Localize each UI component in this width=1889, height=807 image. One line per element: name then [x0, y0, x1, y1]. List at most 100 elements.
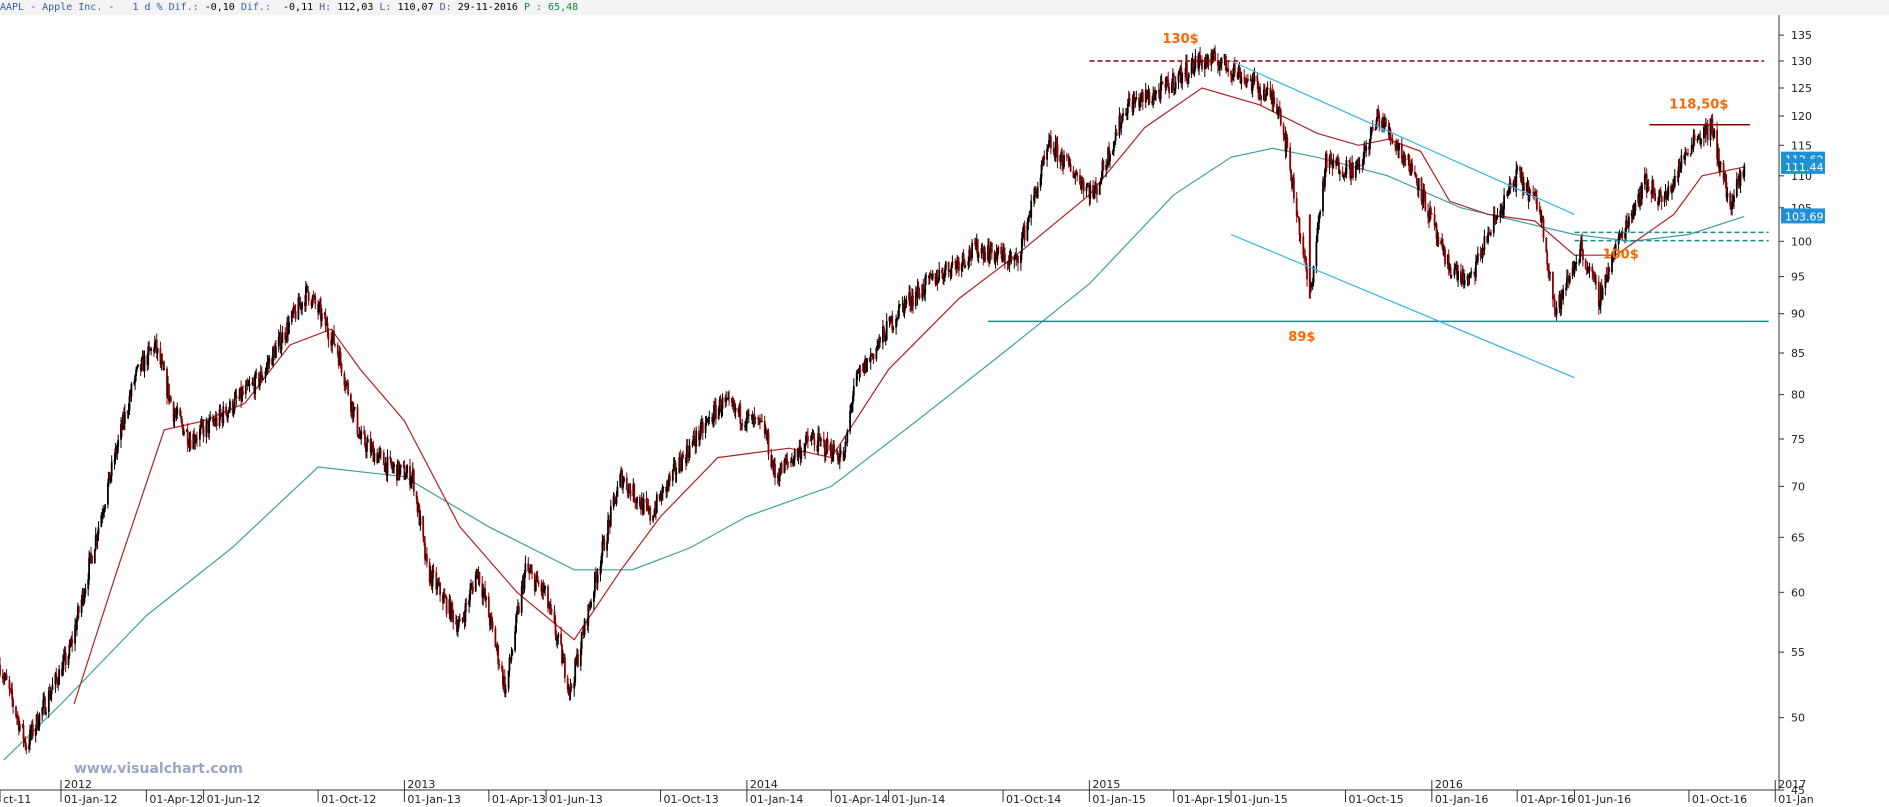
- candle-body: [1385, 118, 1387, 126]
- candle-body: [1224, 54, 1227, 63]
- candle-body: [1724, 174, 1727, 183]
- candle-body: [581, 631, 584, 633]
- candle-body: [725, 398, 728, 402]
- x-tick-label: 01-Jan-16: [1435, 793, 1489, 806]
- candle-body: [1269, 87, 1272, 97]
- price-chart[interactable]: 130$89$100$118,50$ 135130125120115110105…: [0, 15, 1889, 807]
- candle-body: [393, 464, 395, 467]
- candle-body: [242, 391, 244, 395]
- candle-body: [1069, 163, 1072, 172]
- candle-body: [1344, 174, 1347, 176]
- x-tick-label: 01-Jan: [1778, 793, 1814, 806]
- candle-body: [809, 440, 812, 442]
- candle-body: [850, 405, 852, 412]
- candle-body: [653, 515, 655, 517]
- candle-body: [286, 322, 288, 339]
- candle-body: [824, 454, 827, 456]
- candle-body: [896, 318, 898, 320]
- candle-body: [1394, 144, 1397, 146]
- candle-body: [974, 243, 977, 250]
- candle-body: [1096, 186, 1098, 195]
- candle-body: [1112, 141, 1115, 152]
- candle-body: [1082, 181, 1085, 192]
- candle-body: [331, 336, 334, 346]
- candle-body: [1322, 181, 1324, 212]
- candle-body: [556, 637, 559, 641]
- candle-body: [1374, 128, 1377, 131]
- candle-body: [951, 261, 954, 266]
- candle-body: [497, 646, 500, 664]
- candle-body: [504, 688, 507, 694]
- candle-body: [334, 344, 336, 346]
- candle-body: [936, 275, 939, 284]
- candle-body: [645, 499, 648, 504]
- candle-body: [1141, 92, 1144, 103]
- candle-body: [1522, 182, 1525, 192]
- candle-body: [1641, 184, 1643, 200]
- candle-body: [1023, 225, 1026, 241]
- candle-body: [176, 408, 179, 415]
- candle-body: [1725, 182, 1728, 198]
- candle-body: [45, 712, 47, 715]
- candle-body: [1521, 172, 1524, 192]
- candle-body: [220, 414, 223, 416]
- candle-body: [908, 292, 911, 301]
- candle-body: [347, 382, 349, 395]
- candle-body: [531, 571, 533, 574]
- candle-body: [747, 414, 750, 416]
- candle-body: [193, 434, 196, 444]
- candle-body: [199, 425, 202, 429]
- candle-body: [1172, 73, 1175, 91]
- candle-body: [612, 495, 615, 507]
- candle-body: [1706, 125, 1709, 141]
- candle-body: [1318, 214, 1321, 224]
- candle-body: [134, 375, 136, 383]
- candle-body: [646, 503, 649, 506]
- candle-body: [613, 495, 616, 499]
- candle-body: [791, 459, 793, 462]
- candle-body: [50, 689, 53, 695]
- candle-body: [273, 347, 275, 349]
- candle-body: [1542, 218, 1545, 238]
- candle-body: [318, 305, 320, 313]
- candle-body: [1598, 305, 1601, 307]
- candle-body: [18, 724, 21, 731]
- candle-body: [977, 253, 980, 258]
- candle-body: [168, 383, 170, 401]
- candle-body: [457, 621, 460, 627]
- candle-body: [100, 515, 103, 527]
- candle-body: [623, 477, 625, 482]
- candle-body: [737, 407, 740, 414]
- candle-body: [428, 562, 431, 583]
- candle-body: [1247, 78, 1249, 81]
- axes: 1351301251201151101051009590858075706560…: [0, 15, 1825, 806]
- candle-body: [1594, 276, 1596, 282]
- candle-body: [1671, 190, 1673, 192]
- date-value: 29-11-2016: [457, 2, 518, 13]
- candle-body: [83, 594, 86, 603]
- candle-body: [527, 563, 530, 572]
- candle-body: [199, 428, 201, 440]
- candle-body: [259, 371, 262, 380]
- candle-body: [1467, 276, 1470, 279]
- candle-body: [469, 589, 471, 601]
- candle-body: [980, 248, 983, 254]
- candle-body: [564, 657, 566, 678]
- candle-body: [1440, 240, 1443, 245]
- x-tick-label: 01-Jun-16: [1577, 793, 1631, 806]
- candle-body: [1628, 216, 1630, 227]
- candle-body: [1168, 86, 1170, 93]
- candle-body: [982, 248, 985, 260]
- candle-body: [626, 489, 629, 494]
- candle-body: [181, 419, 183, 425]
- candle-body: [706, 419, 709, 421]
- candle-body: [1339, 171, 1341, 174]
- candle-body: [185, 430, 188, 432]
- candle-body: [410, 481, 412, 486]
- candle-body: [227, 412, 229, 418]
- candle-body: [912, 295, 914, 306]
- candle-body: [711, 417, 714, 422]
- candle-body: [944, 261, 947, 270]
- candle-body: [246, 381, 249, 386]
- candle-body: [1362, 158, 1365, 166]
